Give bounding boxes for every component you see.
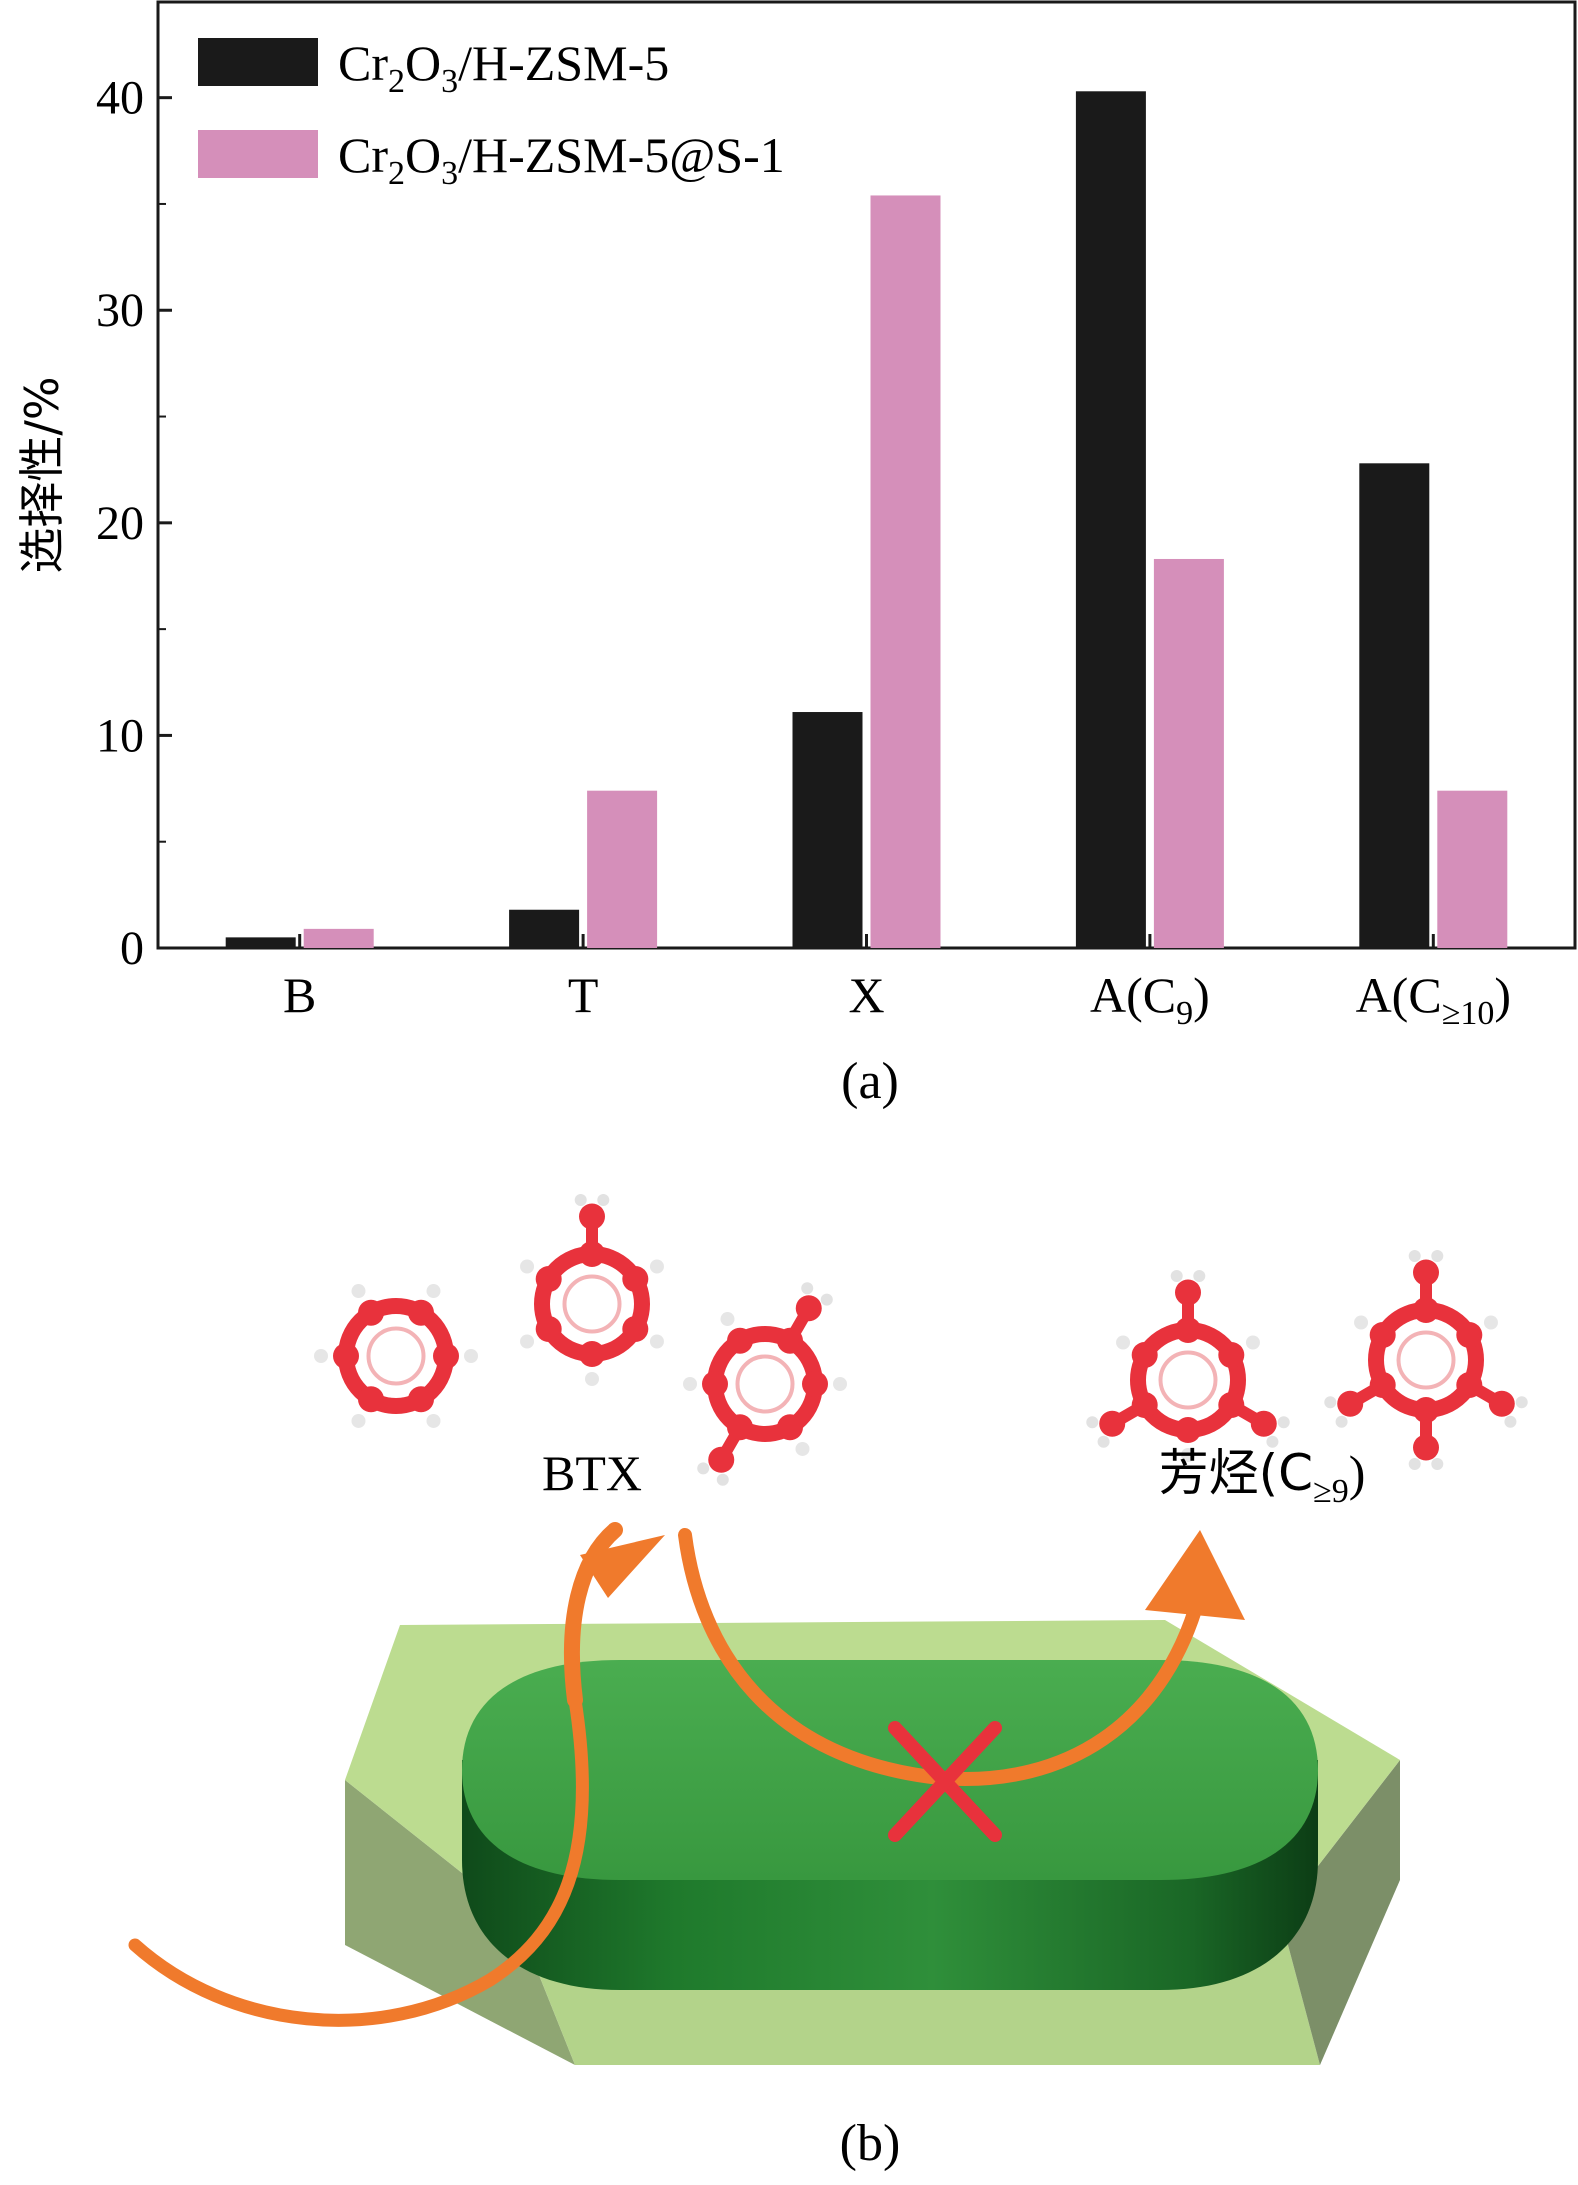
legend-label-series-2: Cr2O3/H-ZSM-5@S-1 — [338, 127, 785, 192]
inlet-arrow — [128, 1693, 589, 2027]
bar-1-0 — [225, 937, 296, 948]
y-tick-label-2: 20 — [96, 497, 144, 550]
y-tick-label-3: 30 — [96, 284, 144, 337]
y-tick-label-4: 40 — [96, 72, 144, 125]
trimethylbenzene-molecule — [1086, 1269, 1290, 1462]
bars — [225, 91, 1508, 949]
legend: Cr2O3/H-ZSM-5 Cr2O3/H-ZSM-5@S-1 — [198, 35, 785, 192]
xylene-molecule — [683, 1282, 847, 1486]
selectivity-diagram: BTX 芳烃(C≥9) (b) — [128, 1193, 1528, 2172]
aromatic-molecules — [314, 1193, 1528, 1486]
legend-swatch-series-2 — [198, 130, 318, 178]
bar-1-2 — [792, 712, 863, 948]
x-tick-label-4: A(C≥10) — [1356, 967, 1511, 1032]
heavy-aromatics-label: 芳烃(C≥9) — [1159, 1444, 1366, 1510]
blocked-x-icon — [888, 1721, 1002, 1842]
h-zsm5-core — [462, 1660, 1318, 1990]
bar-2-0 — [303, 928, 374, 948]
legend-label-series-1: Cr2O3/H-ZSM-5 — [338, 35, 669, 100]
y-axis: 0 10 20 30 40 — [96, 72, 172, 975]
y-tick-label-1: 10 — [96, 709, 144, 762]
btx-arrow-head — [580, 1535, 665, 1598]
x-axis: B T X A(C9) A(C≥10) — [283, 934, 1511, 1032]
bar-2-1 — [587, 790, 658, 948]
panel-b-label: (b) — [840, 2115, 901, 2172]
bar-1-4 — [1359, 463, 1430, 948]
panel-a-label: (a) — [841, 1053, 899, 1110]
bar-2-4 — [1437, 790, 1508, 948]
y-tick-label-0: 0 — [120, 922, 144, 975]
btx-label: BTX — [542, 1445, 642, 1501]
tetramethylbenzene-molecule — [1324, 1249, 1528, 1471]
x-tick-label-2: X — [848, 967, 884, 1023]
shell-right-face — [1280, 1760, 1400, 2065]
bar-2-3 — [1153, 558, 1224, 948]
toluene-molecule — [520, 1193, 664, 1386]
heavy-arrow-head — [1145, 1530, 1245, 1620]
btx-arrow — [563, 1522, 623, 1708]
bar-1-3 — [1075, 91, 1146, 948]
bar-chart: 0 10 20 30 40 B T X A(C9) A(C≥10) Cr2O3/H-ZSM-5 … — [15, 0, 1577, 1110]
legend-swatch-series-1 — [198, 38, 318, 86]
bar-1-1 — [509, 909, 580, 948]
x-tick-label-0: B — [283, 967, 316, 1023]
x-tick-label-3: A(C9) — [1090, 967, 1210, 1032]
x-tick-label-1: T — [568, 967, 599, 1023]
shell-left-face — [345, 1780, 575, 2065]
benzene-molecule — [314, 1284, 478, 1428]
bar-2-2 — [870, 195, 941, 949]
y-axis-label: 选择性/% — [15, 376, 69, 573]
